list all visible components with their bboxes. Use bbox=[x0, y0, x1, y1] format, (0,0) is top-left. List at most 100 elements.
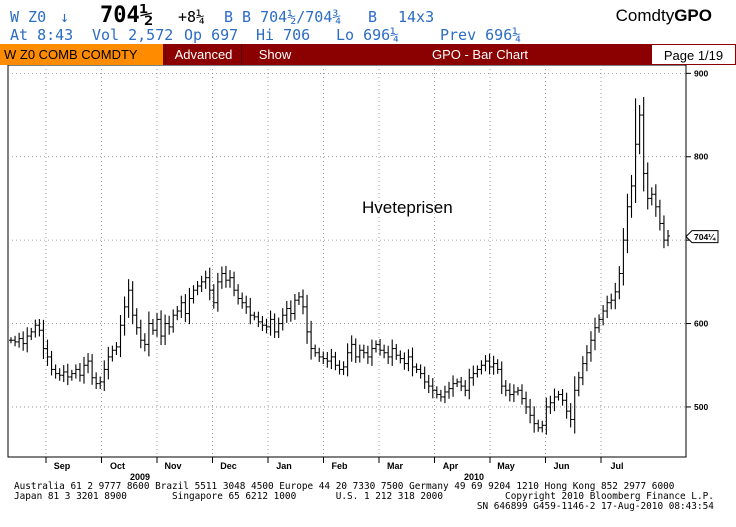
price-bar bbox=[507, 383, 512, 402]
price-bar bbox=[244, 295, 249, 314]
price-bar bbox=[138, 319, 143, 349]
y-tick-label: 800 bbox=[694, 152, 708, 162]
show-button[interactable]: Show bbox=[241, 44, 308, 65]
price-bar bbox=[37, 319, 42, 337]
price-bar bbox=[463, 380, 468, 397]
price-bar bbox=[434, 386, 439, 399]
price-bar bbox=[325, 351, 330, 368]
price-bar bbox=[430, 378, 435, 399]
price-bar bbox=[629, 174, 634, 218]
price-bar bbox=[284, 300, 289, 323]
price-bar bbox=[353, 338, 358, 363]
page-indicator[interactable]: Page 1/19 bbox=[651, 44, 736, 65]
price-bar bbox=[122, 296, 127, 336]
price-bar bbox=[580, 356, 585, 386]
brand-function: GPO bbox=[674, 6, 712, 25]
bid-ask-flag: B bbox=[368, 8, 378, 26]
price-bar bbox=[98, 376, 103, 390]
plot-area bbox=[7, 64, 687, 458]
price-bar bbox=[9, 337, 13, 344]
price-bar bbox=[337, 360, 342, 375]
advanced-button[interactable]: Advanced bbox=[165, 44, 241, 65]
down-arrow-icon: ↓ bbox=[60, 8, 70, 26]
brand-prefix: Comdty bbox=[615, 6, 675, 25]
price-bar bbox=[605, 295, 610, 319]
price-bar bbox=[309, 320, 314, 360]
price-bar bbox=[252, 311, 257, 321]
price-bar bbox=[475, 365, 480, 378]
price-bar bbox=[544, 397, 549, 435]
price-bar bbox=[495, 359, 500, 374]
price-bar bbox=[552, 388, 557, 412]
price-bar bbox=[41, 319, 46, 359]
price-bar bbox=[540, 420, 545, 433]
price-bar bbox=[171, 309, 176, 333]
price-bar bbox=[641, 97, 646, 192]
price-bar bbox=[532, 406, 537, 433]
price-bar bbox=[621, 228, 626, 286]
price-bar bbox=[329, 348, 334, 370]
price-bar bbox=[175, 306, 180, 321]
price-bar bbox=[248, 297, 253, 325]
price-bar bbox=[102, 360, 107, 391]
year-label: 2010 bbox=[464, 472, 484, 482]
price-bar bbox=[142, 333, 147, 352]
price-bar bbox=[21, 331, 26, 351]
price-bar bbox=[564, 392, 569, 419]
open-price: Op 697 bbox=[184, 26, 239, 44]
last-price-label: 704¼ bbox=[694, 232, 716, 242]
chart-annotation: Hveteprisen bbox=[362, 198, 453, 217]
security-field[interactable]: W Z0 COMB COMDTY bbox=[0, 44, 163, 65]
price-bar bbox=[219, 266, 224, 289]
price-bar bbox=[369, 339, 374, 366]
low-price: Lo 696¼ bbox=[336, 26, 400, 44]
price-bar bbox=[61, 365, 66, 383]
ticker-label: W Z0 bbox=[10, 8, 47, 26]
price-bar bbox=[288, 300, 293, 322]
price-bar bbox=[576, 371, 581, 397]
price-bar bbox=[524, 391, 529, 414]
month-label: Sep bbox=[54, 461, 71, 471]
price-bar bbox=[49, 350, 54, 376]
price-bar bbox=[321, 351, 326, 364]
price-bar bbox=[110, 345, 115, 362]
price-bar bbox=[414, 363, 419, 374]
month-label: Apr bbox=[443, 461, 459, 471]
price-bar bbox=[159, 310, 164, 346]
price-bar bbox=[398, 350, 403, 364]
price-bar bbox=[548, 395, 553, 414]
price-bar bbox=[499, 361, 504, 395]
price-bar bbox=[633, 98, 638, 203]
price-bar bbox=[459, 376, 464, 392]
price-bar bbox=[86, 353, 91, 374]
price-bar bbox=[179, 295, 184, 319]
y-tick-label: 500 bbox=[694, 402, 708, 412]
price-bar bbox=[280, 308, 285, 331]
price-bar bbox=[593, 317, 597, 351]
price-bar bbox=[572, 376, 577, 434]
bid-ask: B B 704½/704¾ bbox=[224, 8, 342, 26]
price-bar bbox=[191, 285, 196, 304]
price-bar bbox=[264, 318, 269, 334]
chart-title: GPO - Bar Chart bbox=[431, 47, 529, 62]
price-bar bbox=[374, 340, 378, 353]
bar-chart[interactable]: 500600700800900SepOctNovDecJanFebMarAprM… bbox=[0, 64, 736, 520]
y-tick-label: 600 bbox=[694, 319, 708, 329]
price-bar bbox=[406, 349, 411, 372]
price-bar bbox=[118, 315, 123, 358]
price-bar bbox=[666, 229, 670, 247]
price-bar bbox=[195, 281, 200, 296]
price-bar bbox=[426, 374, 431, 394]
price-bar bbox=[341, 361, 346, 376]
price-bar bbox=[146, 311, 151, 357]
month-label: May bbox=[497, 461, 515, 471]
price-bar bbox=[82, 356, 86, 384]
price-bar bbox=[584, 345, 589, 372]
price-bar bbox=[649, 187, 654, 206]
price-bar bbox=[236, 284, 241, 305]
price-bar bbox=[183, 294, 188, 323]
price-bar bbox=[126, 279, 131, 318]
price-bar bbox=[601, 305, 606, 326]
price-bar bbox=[228, 270, 232, 288]
price-bar bbox=[451, 375, 456, 397]
